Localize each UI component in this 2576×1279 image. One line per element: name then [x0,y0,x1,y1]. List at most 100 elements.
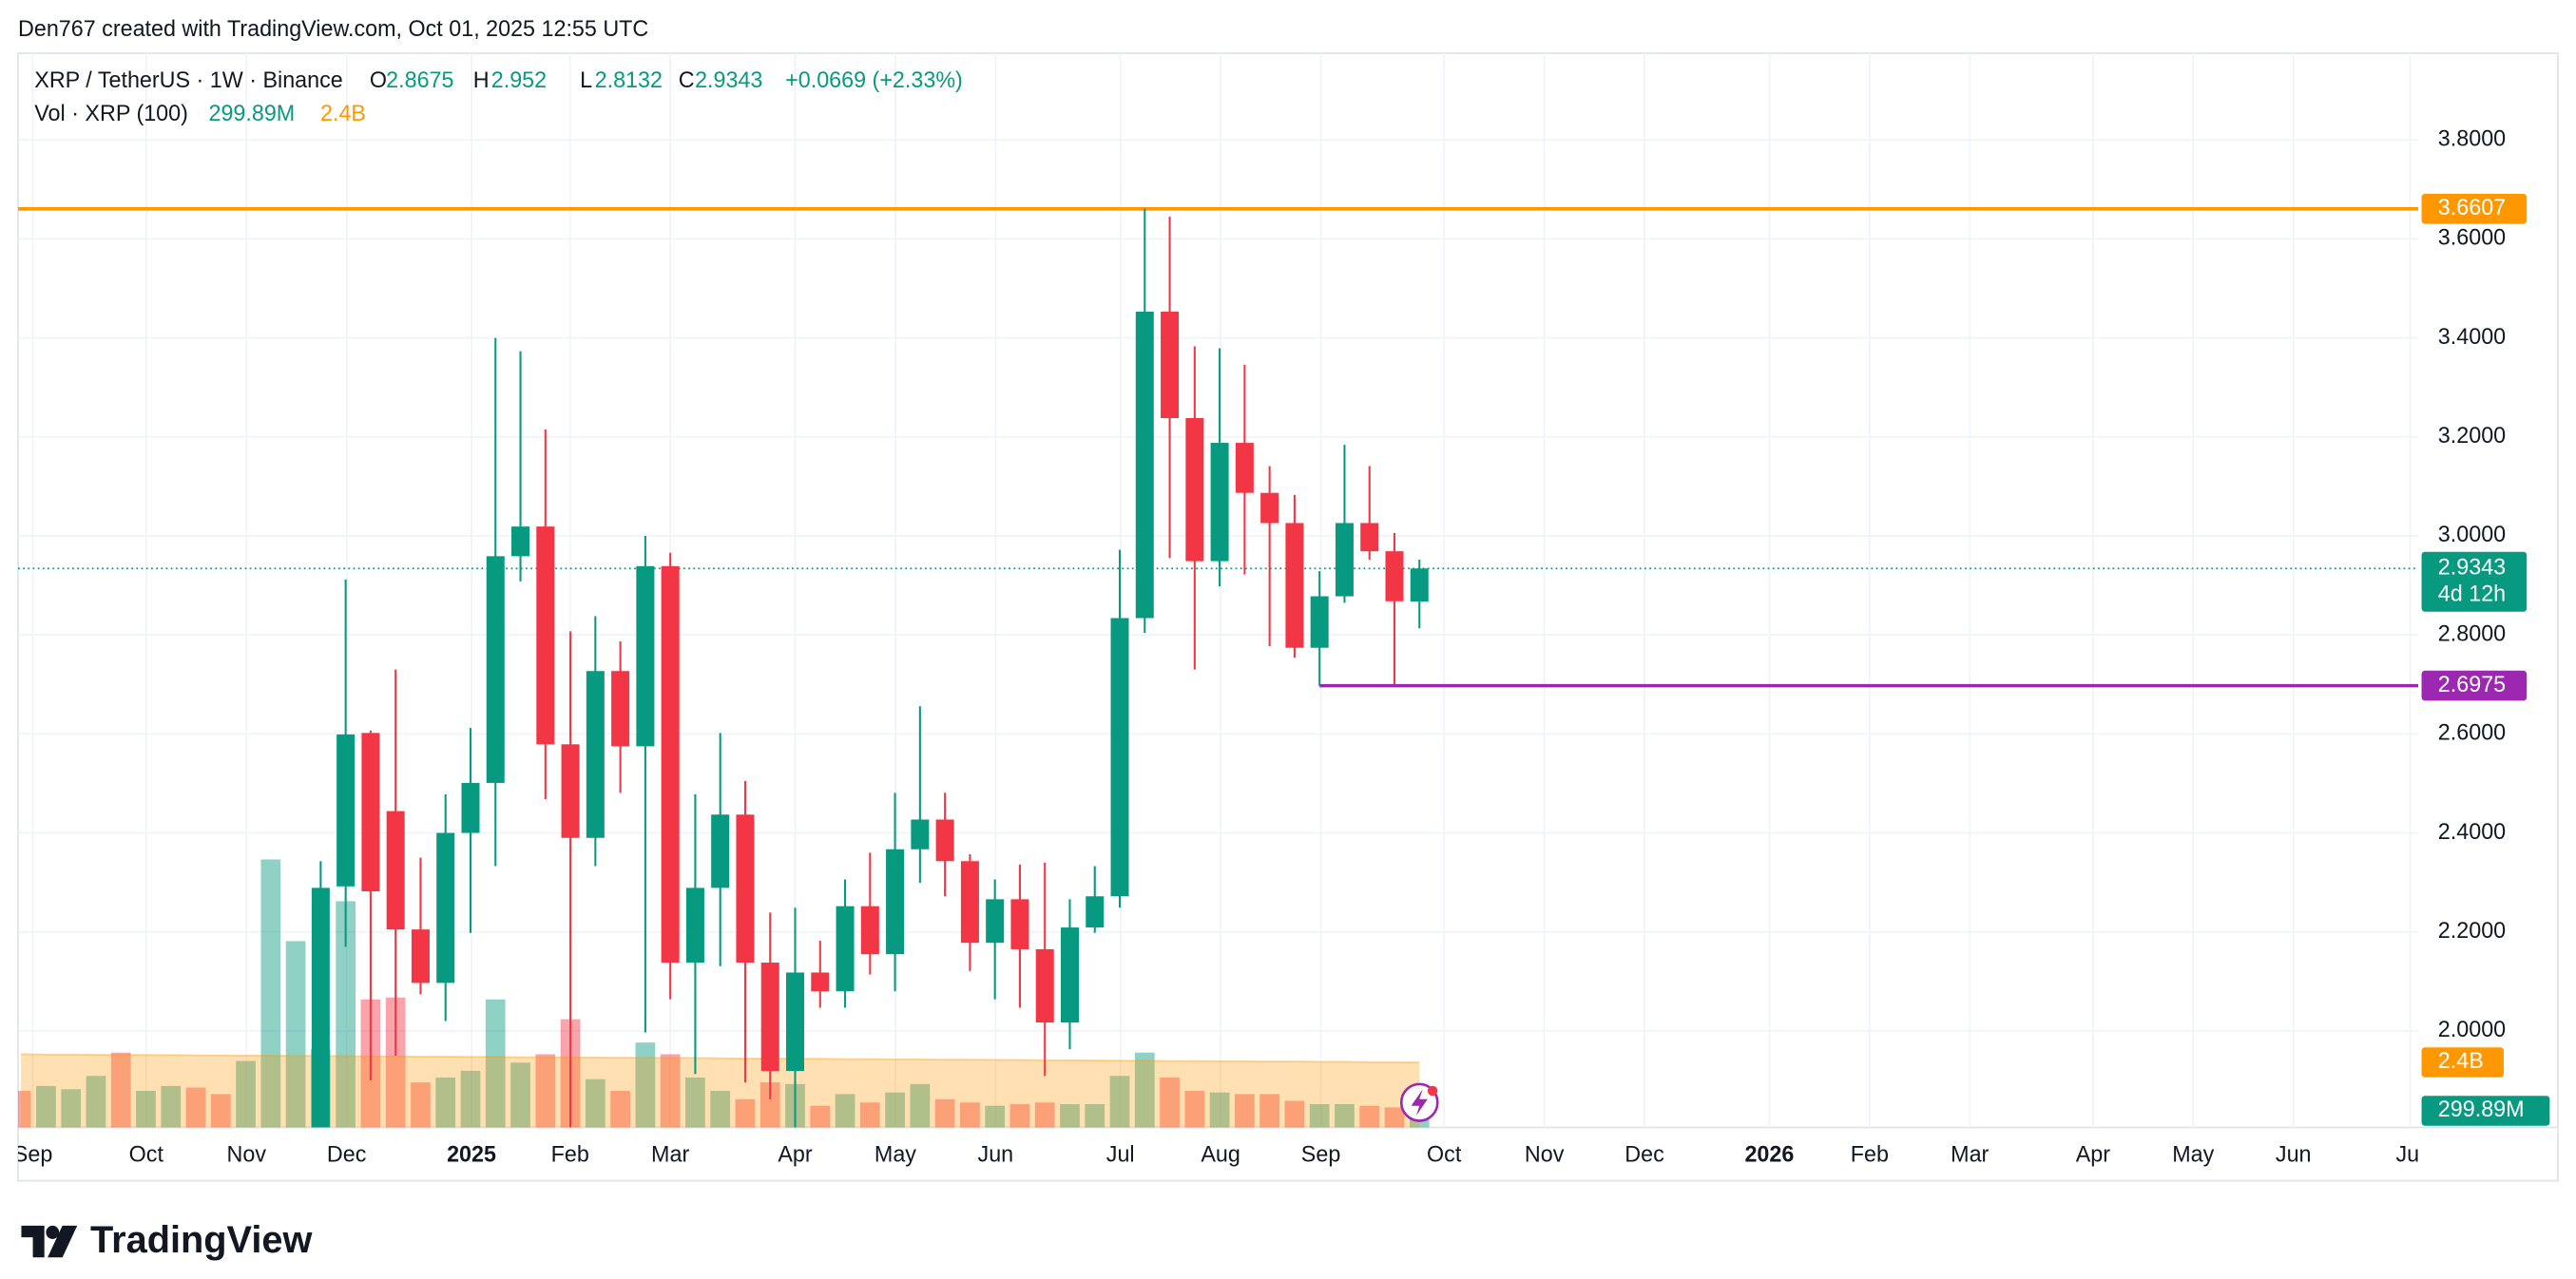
volume-bar [136,1090,156,1128]
volume-bar [336,901,356,1128]
candle-body [1010,899,1029,949]
volume-bar [810,1105,831,1128]
volume-bar [435,1077,456,1128]
volume-bar [910,1083,931,1128]
change: +0.0669 (+2.33%) [785,67,963,92]
y-tick-label: 3.4000 [2438,324,2506,349]
candle-body [586,671,605,838]
volume-bar [735,1098,756,1128]
volume-bar [1209,1092,1230,1128]
candle-body [386,811,405,930]
candle-body [1360,523,1379,552]
candle-body [886,849,905,955]
x-tick-label: Nov [1525,1141,1565,1166]
volume-last: 299.89M [208,101,295,125]
candle-body [411,929,430,983]
volume-bar [610,1090,630,1128]
volume-bar [185,1087,206,1128]
y-tick-label: 2.8000 [2438,620,2506,645]
hline-label: 2.6975 [2438,672,2506,697]
candle-body [1260,492,1279,524]
candle-body [1161,312,1180,419]
candle-body [736,814,755,964]
volume-bar [1085,1103,1105,1128]
candle-body [536,526,555,745]
volume-bar [1109,1076,1130,1128]
volume-bar [285,941,306,1128]
candle-body [611,671,630,747]
y-tick-label: 2.4000 [2438,819,2506,844]
x-tick-label: Dec [327,1141,367,1166]
x-tick-label: Jun [2276,1141,2312,1166]
volume-bar [1184,1090,1205,1128]
volume-bar [1259,1094,1280,1128]
candle-body [1210,443,1229,562]
candle-body [911,819,930,849]
y-tick-label: 3.6000 [2438,225,2506,250]
volume-bar [161,1085,182,1128]
brand-logo: TradingView [21,1219,313,1261]
volume-bar [86,1076,106,1128]
volume-bar [985,1105,1006,1128]
volume-ma-area [21,1054,1420,1128]
candle-body [1086,896,1105,928]
x-tick-label: Mar [651,1141,689,1166]
volume-bar [61,1089,82,1128]
ohlc-letter: C [679,67,695,92]
time-axis: Sep Oct Nov Dec 2025 Feb Mar Apr May Jun Jul Aug Sep… [18,1141,2425,1166]
ohlc-low: 2.8132 [595,67,663,92]
candle-body [711,814,730,888]
x-tick-label: Apr [778,1141,812,1166]
candle-body [636,565,655,747]
volume-title: Vol · XRP (100) [34,101,188,125]
legend: XRP / TetherUS · 1W · Binance O 2.8675 H… [34,67,963,125]
x-tick-label: Jul [2396,1141,2425,1166]
volume-bar [1009,1103,1030,1128]
candle-body [811,972,830,992]
volume-bar [585,1079,606,1128]
candle-body [311,888,330,1128]
price-axis: 2.0000 2.2000 2.4000 2.6000 2.8000 3.0000 3.20… [2421,125,2550,1126]
volume-bar [411,1082,431,1128]
candle-body [935,819,954,862]
volume-bar [1284,1100,1305,1128]
candle-body [1335,523,1354,597]
y-tick-label: 2.2000 [2438,918,2506,943]
x-tick-label: 2026 [1744,1141,1794,1166]
y-tick-label: 3.2000 [2438,423,2506,448]
alert-icon[interactable] [1399,1082,1439,1122]
volume-bar [635,1042,656,1128]
volume-bar [710,1090,731,1128]
candle-body [336,734,356,887]
candle-body [1060,927,1079,1023]
volume-bar [1235,1094,1255,1128]
x-tick-label: 2025 [447,1141,496,1166]
candle-body [836,906,855,992]
candle-body [1235,443,1254,493]
candle-body [436,832,455,983]
caption: Den767 created with TradingView.com, Oct… [18,16,648,41]
volume-ma-axis-label: 2.4B [2438,1048,2484,1073]
candle-body [986,899,1005,944]
candle-body [1310,596,1329,648]
x-tick-label: Apr [2076,1141,2110,1166]
volume-bar [1359,1105,1380,1128]
y-tick-label: 2.0000 [2438,1017,2506,1041]
x-tick-label: Aug [1201,1141,1240,1166]
volume-bar [236,1060,256,1128]
volume-ma-axis-label-box [2421,1047,2504,1078]
hline-label-box [2421,670,2528,701]
volume-bar [1060,1103,1080,1128]
volume-bar [36,1085,56,1128]
volume-bar [859,1102,880,1128]
ohlc-letter: O [370,67,387,92]
volume-bar [485,999,506,1128]
countdown-label: 4d 12h [2438,581,2506,605]
volume-bar [759,1082,780,1128]
candle-body [1285,523,1304,648]
volume-bar [385,997,406,1128]
candle-body [361,733,380,892]
volume-bar [1384,1107,1405,1128]
